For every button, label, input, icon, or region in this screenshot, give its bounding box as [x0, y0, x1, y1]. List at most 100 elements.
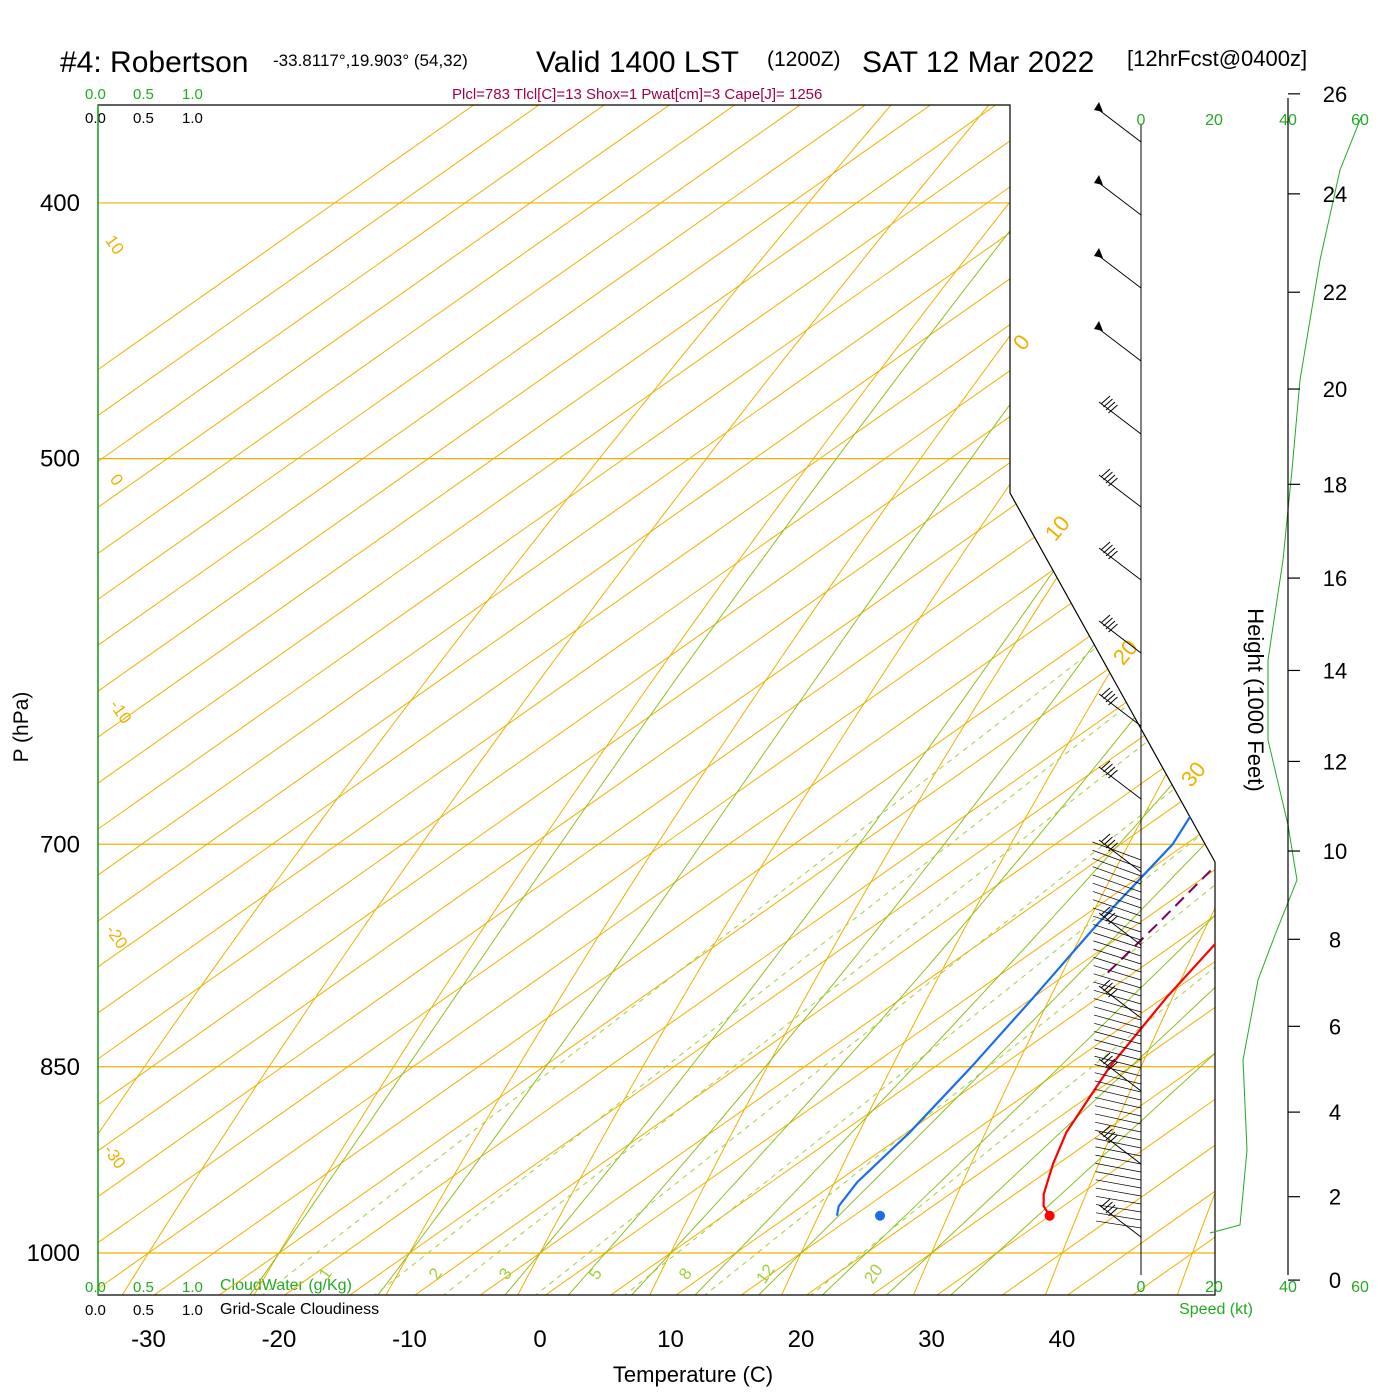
height-tick-label: 22 [1323, 280, 1347, 305]
height-tick-label: 20 [1323, 377, 1347, 402]
pressure-tick-label: 1000 [27, 1240, 80, 1267]
wind-barb [1093, 915, 1142, 933]
wind-barb-feather [1108, 1207, 1118, 1217]
isotherm-label: 30 [1176, 757, 1211, 792]
isotherm-line [98, 105, 1215, 1295]
wind-barb [1095, 1138, 1142, 1149]
wind-barb-feather [1100, 541, 1111, 551]
wind-barb [1092, 891, 1142, 909]
forecast-info: [12hrFcst@0400z] [1127, 46, 1307, 71]
wind-barb [1095, 1130, 1142, 1141]
wind-barb [1092, 874, 1142, 893]
height-tick-label: 24 [1323, 182, 1347, 207]
parcel-line [1107, 105, 1215, 974]
mixing-ratio-label: 12 [752, 1261, 778, 1287]
wind-barb [1095, 1195, 1142, 1205]
isotherm-line [199, 105, 1215, 1295]
wind-barb [1098, 839, 1142, 873]
wind-barb-feather [1108, 769, 1118, 779]
wind-barb-feather [1103, 1201, 1113, 1211]
wind-barb [1098, 985, 1142, 1019]
isotherm-line [656, 105, 1215, 1295]
wind-barb-feather [1105, 985, 1116, 995]
dry-adiabat-line [510, 105, 1215, 1295]
wind-barb [1098, 912, 1142, 946]
wind-barb-flag [1094, 102, 1103, 112]
cloud-tick: 0.0 [85, 86, 106, 103]
speed-tick: 0 [1137, 112, 1146, 129]
wind-barb [1093, 973, 1142, 989]
wind-barb-feather [1103, 982, 1113, 992]
wind-barb-feather [1100, 760, 1111, 770]
dry-adiabat-line [98, 105, 1215, 1295]
wind-barb-feather [1105, 401, 1116, 411]
wind-barb-feather [1100, 906, 1111, 916]
wind-barb [1093, 948, 1142, 965]
dry-adiabat-line [1171, 105, 1215, 1295]
mixing-ratio-line [607, 202, 1215, 1295]
moist-adiabat-line [935, 105, 1215, 1295]
wind-barb [1092, 858, 1142, 877]
height-axis-label: Height (1000 Feet) [1243, 608, 1268, 791]
isotherm-line [98, 105, 1215, 1295]
cloud-tick: 0.5 [133, 86, 154, 103]
speed-tick: 60 [1351, 1279, 1369, 1296]
wind-barb-feather [1108, 842, 1118, 852]
height-tick-label: 26 [1323, 82, 1347, 107]
wind-barb [1092, 866, 1142, 885]
wind-barb [1093, 965, 1142, 981]
wind-barb [1095, 1154, 1142, 1165]
cloud-tick: 1.0 [182, 1279, 203, 1296]
wind-barb-feather [1100, 833, 1111, 843]
wind-barb-feather [1105, 912, 1116, 922]
isotherm-line [98, 105, 1215, 1295]
cloudiness-tick: 1.0 [182, 1302, 203, 1319]
pressure-tick-label: 850 [40, 1054, 80, 1081]
wind-barb [1094, 1031, 1142, 1045]
isotherm-line [590, 105, 1215, 1295]
wind-barb [1094, 1064, 1142, 1077]
isotherm-line [786, 105, 1215, 1295]
temperature-tick-label: -30 [131, 1326, 166, 1353]
wind-barb-feather [1108, 404, 1118, 414]
wind-barb-feather [1100, 1052, 1111, 1062]
mixing-ratio-line [356, 202, 1215, 1295]
wind-barb-flag [1094, 248, 1103, 258]
wind-barb-flag [1094, 321, 1103, 331]
isotherm-line [525, 105, 1215, 1295]
temperature-line [1042, 105, 1215, 1217]
wind-barb-feather [1103, 763, 1113, 773]
pressure-tick-label: 400 [40, 190, 80, 217]
wind-barb [1098, 766, 1142, 800]
speed-label: Speed (kt) [1179, 1301, 1253, 1318]
cloud-scale-top: 0.0 0.5 1.0 0.0 0.5 1.0 [85, 86, 203, 127]
cloudiness-tick: 0.5 [133, 1302, 154, 1319]
station-title: #4: Robertson [60, 46, 248, 79]
wind-barb [1093, 1014, 1142, 1029]
isotherm-line [134, 105, 1215, 1295]
isotherm-line [98, 105, 1215, 1295]
wind-barb-feather [1105, 839, 1116, 849]
temperature-tick-label: 30 [918, 1326, 945, 1353]
wind-barb-feather [1103, 544, 1113, 554]
isotherm-line [98, 105, 1165, 1295]
forecast-date: SAT 12 Mar 2022 [862, 46, 1094, 79]
isotherm-line [264, 105, 1215, 1295]
cloudiness-tick: 0.5 [133, 110, 154, 127]
wind-barb [1092, 841, 1142, 861]
temperature-tick-label: 0 [533, 1326, 546, 1353]
height-tick-label: 6 [1329, 1014, 1341, 1039]
isotherm-label: 10 [1040, 511, 1075, 546]
dry-adiabat-line [1039, 105, 1215, 1295]
mixing-ratio-line [244, 202, 1215, 1295]
isotherm-line [98, 105, 1215, 1295]
isotherm-line [98, 105, 1215, 1295]
wind-barb-feather [1100, 1125, 1111, 1135]
wind-barb-feather [1103, 690, 1113, 700]
wind-barb-feather [1108, 623, 1118, 633]
dry-adiabat-line [774, 105, 1215, 1295]
height-tick-label: 4 [1329, 1100, 1341, 1125]
height-axis: 02468101214161820222426283032 [1287, 0, 1347, 1293]
wind-barb [1094, 1072, 1142, 1085]
